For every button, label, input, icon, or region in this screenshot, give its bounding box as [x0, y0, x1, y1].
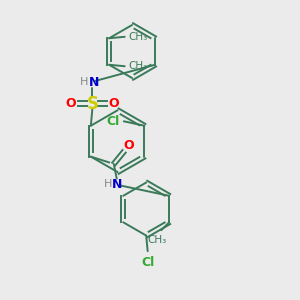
Text: CH₃: CH₃: [128, 32, 148, 42]
Text: O: O: [109, 97, 119, 110]
Text: O: O: [65, 97, 76, 110]
Text: S: S: [86, 94, 98, 112]
Text: H: H: [104, 179, 112, 189]
Text: CH₃: CH₃: [148, 235, 167, 245]
Text: CH₃: CH₃: [128, 61, 148, 71]
Text: H: H: [80, 77, 88, 87]
Text: Cl: Cl: [107, 115, 120, 128]
Text: O: O: [123, 139, 134, 152]
Text: N: N: [112, 178, 122, 190]
Text: Cl: Cl: [141, 256, 154, 269]
Text: N: N: [88, 76, 99, 89]
